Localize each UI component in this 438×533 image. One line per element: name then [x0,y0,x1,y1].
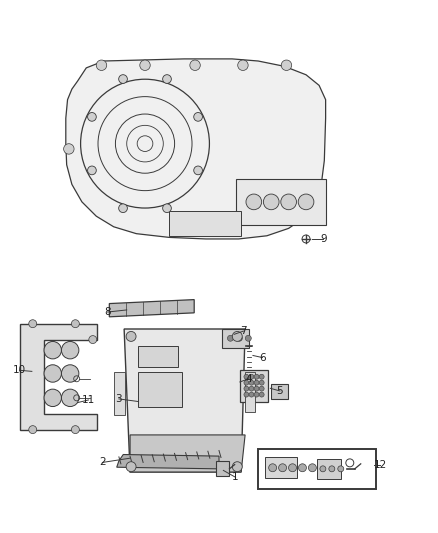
Circle shape [140,60,150,70]
Bar [223,329,249,348]
Bar [271,384,288,399]
Circle shape [194,112,202,121]
Circle shape [281,60,292,70]
Circle shape [320,466,326,472]
Circle shape [237,335,242,341]
Circle shape [259,392,264,397]
Text: 10: 10 [13,365,26,375]
Circle shape [268,464,277,472]
Circle shape [245,335,251,341]
Bar [265,457,297,478]
Text: 8: 8 [104,307,111,317]
Circle shape [44,342,61,359]
Polygon shape [20,324,97,430]
Circle shape [61,389,79,407]
Bar [138,373,182,407]
Text: 12: 12 [374,460,387,470]
Circle shape [88,166,96,175]
Circle shape [162,75,171,83]
Bar [169,211,241,236]
Circle shape [249,374,254,379]
Circle shape [244,374,249,379]
Text: 6: 6 [259,353,266,362]
Text: 11: 11 [82,395,95,405]
Circle shape [126,462,136,472]
Circle shape [29,320,37,328]
Circle shape [246,194,261,209]
Circle shape [190,60,200,70]
Polygon shape [124,329,245,472]
Circle shape [254,392,259,397]
Bar [245,373,254,412]
Text: 2: 2 [99,457,106,467]
Circle shape [308,464,316,472]
Circle shape [232,332,242,341]
Circle shape [119,204,127,213]
Circle shape [338,466,344,472]
Bar [237,179,325,225]
Polygon shape [130,435,245,472]
Text: 3: 3 [116,394,122,404]
Circle shape [259,386,264,391]
Circle shape [244,380,249,385]
Circle shape [281,194,297,209]
Circle shape [254,386,259,391]
Circle shape [279,464,286,472]
Circle shape [298,464,307,472]
Circle shape [119,75,127,83]
Circle shape [89,336,97,344]
Circle shape [249,392,254,397]
Circle shape [29,426,37,434]
Bar [240,370,268,401]
Circle shape [329,466,335,472]
Text: 1: 1 [232,472,239,482]
Circle shape [263,194,279,209]
Bar [317,459,341,479]
Circle shape [249,380,254,385]
Circle shape [298,194,314,209]
Polygon shape [110,300,194,317]
Circle shape [232,462,242,472]
Circle shape [238,60,248,70]
Circle shape [61,365,79,382]
Circle shape [194,166,202,175]
Circle shape [162,204,171,213]
Text: 5: 5 [277,386,283,396]
Text: 9: 9 [320,234,327,244]
Circle shape [259,380,264,385]
Circle shape [96,60,107,70]
Polygon shape [66,59,325,239]
Polygon shape [117,455,219,469]
Circle shape [71,426,79,434]
Circle shape [88,112,96,121]
Text: 7: 7 [240,326,247,336]
Circle shape [64,144,74,154]
Bar [258,449,376,489]
Text: 4: 4 [245,374,252,384]
Circle shape [61,342,79,359]
Circle shape [227,335,233,341]
Circle shape [44,389,61,407]
Bar [114,373,124,415]
Circle shape [44,365,61,382]
Circle shape [244,392,249,397]
Circle shape [126,332,136,341]
Bar [215,462,230,476]
Circle shape [244,386,249,391]
Circle shape [289,464,297,472]
Circle shape [259,374,264,379]
Circle shape [71,320,79,328]
Bar [138,346,178,367]
Circle shape [249,386,254,391]
Circle shape [254,374,259,379]
Circle shape [254,380,259,385]
